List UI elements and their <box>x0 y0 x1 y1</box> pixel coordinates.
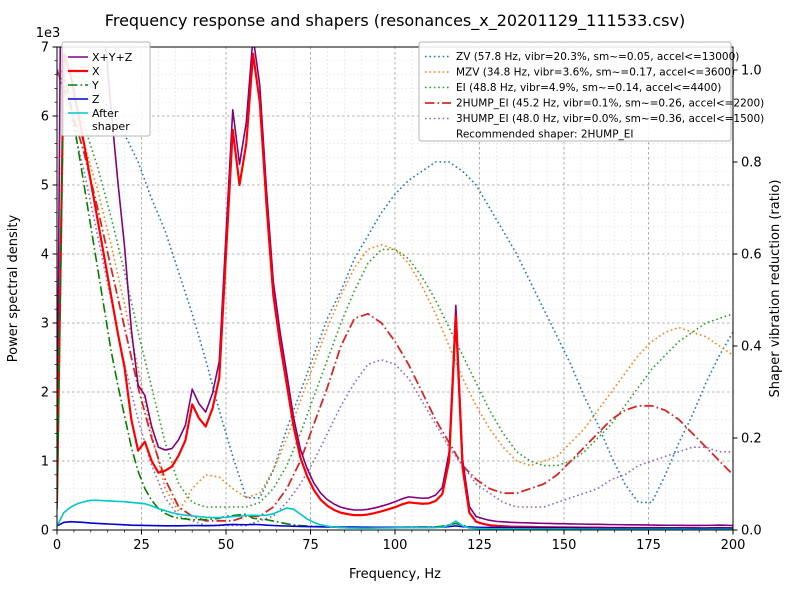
legend-box <box>418 41 732 142</box>
y-right-tick-label-1.0: 1.0 <box>741 64 762 79</box>
x-tick-label-25: 25 <box>133 538 150 553</box>
y-left-tick-label-7: 7 <box>41 41 49 56</box>
x-tick-label-175: 175 <box>636 538 661 553</box>
y-right-tick-label-0.2: 0.2 <box>741 432 762 447</box>
x-tick-label-75: 75 <box>302 538 319 553</box>
y-right-tick-label-0.6: 0.6 <box>741 248 762 263</box>
legend-label: 3HUMP_EI (48.0 Hz, vibr=0.0%, sm~=0.36, … <box>456 113 764 125</box>
legend-label: X+Y+Z <box>92 51 133 64</box>
series-zv <box>57 69 733 504</box>
legend-label: After <box>92 107 119 120</box>
y-left-tick-label-2: 2 <box>41 386 49 401</box>
x-tick-label-150: 150 <box>552 538 577 553</box>
legend-label: EI (48.8 Hz, vibr=4.9%, sm~=0.14, accel<… <box>456 82 721 94</box>
y-left-tick-label-1: 1 <box>41 455 49 470</box>
chart-title: Frequency response and shapers (resonanc… <box>105 11 685 31</box>
x-tick-label-125: 125 <box>467 538 492 553</box>
legend-item-x-y-z: X+Y+Z <box>68 51 133 64</box>
legend-item-3hump_ei: 3HUMP_EI (48.0 Hz, vibr=0.0%, sm~=0.36, … <box>425 113 764 125</box>
y-left-tick-label-0: 0 <box>41 524 49 539</box>
y-left-tick-label-5: 5 <box>41 179 49 194</box>
legend-label: X <box>92 65 100 78</box>
y-axis-label-right: Shaper vibration reduction (ratio) <box>768 180 783 398</box>
legend-item-mzv: MZV (34.8 Hz, vibr=3.6%, sm~=0.17, accel… <box>425 67 735 79</box>
legend-label: Y <box>91 79 99 92</box>
x-tick-label-0: 0 <box>53 538 61 553</box>
legend-label: ZV (57.8 Hz, vibr=20.3%, sm~=0.05, accel… <box>456 51 739 63</box>
y-right-tick-label-0.8: 0.8 <box>741 156 762 171</box>
x-tick-label-50: 50 <box>218 538 235 553</box>
x-tick-label-200: 200 <box>721 538 746 553</box>
x-axis-label: Frequency, Hz <box>349 567 441 582</box>
legend-item-ei: EI (48.8 Hz, vibr=4.9%, sm~=0.14, accel<… <box>425 82 721 94</box>
recommended-shaper-label: Recommended shaper: 2HUMP_EI <box>456 129 634 141</box>
legend-item-2hump_ei: 2HUMP_EI (45.2 Hz, vibr=0.1%, sm~=0.26, … <box>425 98 764 110</box>
y-right-tick-label-0.4: 0.4 <box>741 340 762 355</box>
legend-shapers: ZV (57.8 Hz, vibr=20.3%, sm~=0.05, accel… <box>418 41 764 142</box>
legend-item-x: X <box>68 65 100 78</box>
y-axis-offset-text: 1e3 <box>36 26 61 41</box>
legend-label: MZV (34.8 Hz, vibr=3.6%, sm~=0.17, accel… <box>456 67 735 79</box>
legend-item-z: Z <box>68 93 100 106</box>
legend-item-zv: ZV (57.8 Hz, vibr=20.3%, sm~=0.05, accel… <box>425 51 739 63</box>
series-y <box>57 73 733 530</box>
series-3hump_ei <box>57 69 733 527</box>
legend-label: Z <box>92 93 100 106</box>
y-right-tick-label-0.0: 0.0 <box>741 524 762 539</box>
x-tick-label-100: 100 <box>383 538 408 553</box>
legend-item-y: Y <box>68 79 99 92</box>
legend-label: shaper <box>92 120 130 133</box>
y-left-tick-label-3: 3 <box>41 317 49 332</box>
series-2hump_ei <box>57 69 733 522</box>
axes-layer: 0 25 50 75 100 125 150 175 200 0 1 2 3 4 5 6 7 0.0 0.2 0.4 0… <box>41 41 762 554</box>
series-x-y-z <box>57 47 733 527</box>
y-left-tick-label-4: 4 <box>41 248 49 263</box>
series-layer <box>57 47 733 530</box>
series-after-shaper <box>57 499 733 530</box>
y-left-tick-label-6: 6 <box>41 110 49 125</box>
legend-label: 2HUMP_EI (45.2 Hz, vibr=0.1%, sm~=0.26, … <box>456 98 764 110</box>
series-ei <box>57 69 733 508</box>
y-axis-label-left: Power spectral density <box>6 214 21 362</box>
